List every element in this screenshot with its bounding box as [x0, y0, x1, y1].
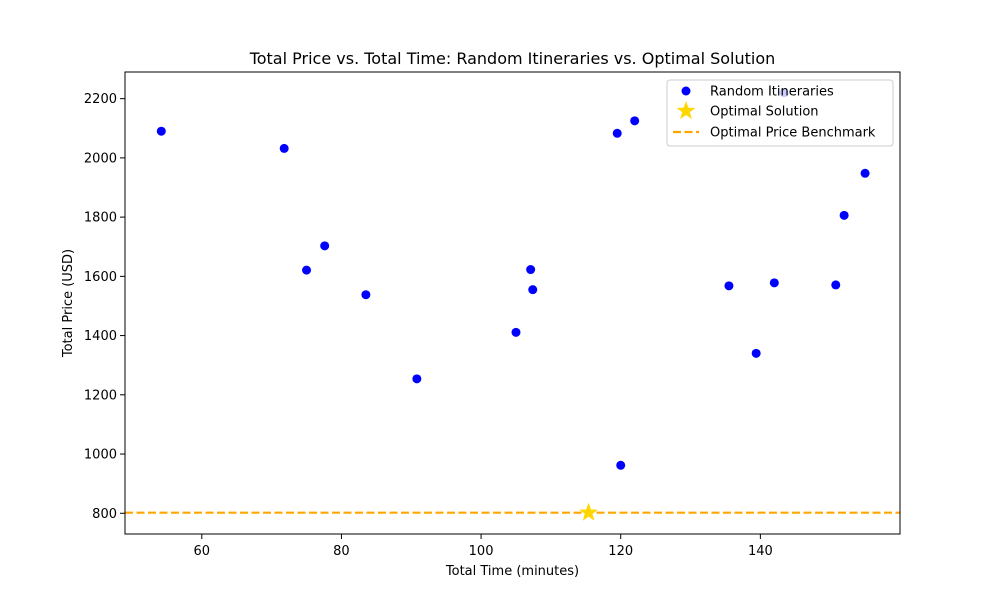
plot-frame	[124, 71, 901, 535]
x-axis-label: Total Time (minutes)	[445, 564, 579, 579]
y-tick-label: 2200	[84, 92, 117, 107]
x-tick-label: 100	[469, 544, 494, 559]
chart-title: Total Price vs. Total Time: Random Itine…	[249, 49, 776, 68]
y-axis-label: Total Price (USD)	[61, 249, 76, 358]
data-point	[412, 374, 422, 384]
data-point	[612, 128, 622, 138]
data-point	[839, 210, 849, 220]
y-tick-label: 1400	[84, 329, 117, 344]
plot-area	[125, 88, 900, 521]
data-point	[279, 143, 289, 153]
data-point	[860, 168, 870, 178]
data-point	[511, 327, 521, 337]
data-point	[302, 265, 312, 275]
data-point	[831, 280, 841, 290]
data-point	[724, 281, 734, 291]
legend-label: Optimal Solution	[710, 105, 819, 120]
data-point	[526, 265, 536, 275]
x-tick-label: 60	[194, 544, 211, 559]
x-tick-label: 80	[333, 544, 350, 559]
legend-box	[666, 79, 894, 147]
legend-swatch	[681, 86, 691, 96]
data-point	[361, 290, 371, 300]
y-tick-label: 1000	[84, 448, 117, 463]
y-tick-label: 2000	[84, 151, 117, 166]
y-tick-label: 1200	[84, 388, 117, 403]
x-tick-label: 140	[748, 544, 773, 559]
data-point	[751, 348, 761, 358]
x-axis: 60 80 100 120 140	[194, 534, 773, 559]
data-point	[769, 278, 779, 288]
y-axis: 800 1000 1200 1400 1600 1800 2000 2200	[84, 92, 125, 522]
optimal-point	[579, 502, 599, 521]
y-tick-label: 1600	[84, 270, 117, 285]
legend: Random Itineraries Optimal Solution Optima…	[666, 79, 894, 147]
data-point	[320, 241, 330, 251]
data-point	[616, 460, 626, 470]
x-tick-label: 120	[608, 544, 633, 559]
data-point	[528, 285, 538, 295]
y-tick-label: 800	[92, 507, 117, 522]
data-point	[630, 116, 640, 126]
legend-label: Random Itineraries	[710, 85, 834, 100]
y-tick-label: 1800	[84, 211, 117, 226]
data-point	[156, 126, 166, 136]
legend-swatch	[676, 101, 696, 120]
legend-label: Optimal Price Benchmark	[710, 126, 876, 141]
